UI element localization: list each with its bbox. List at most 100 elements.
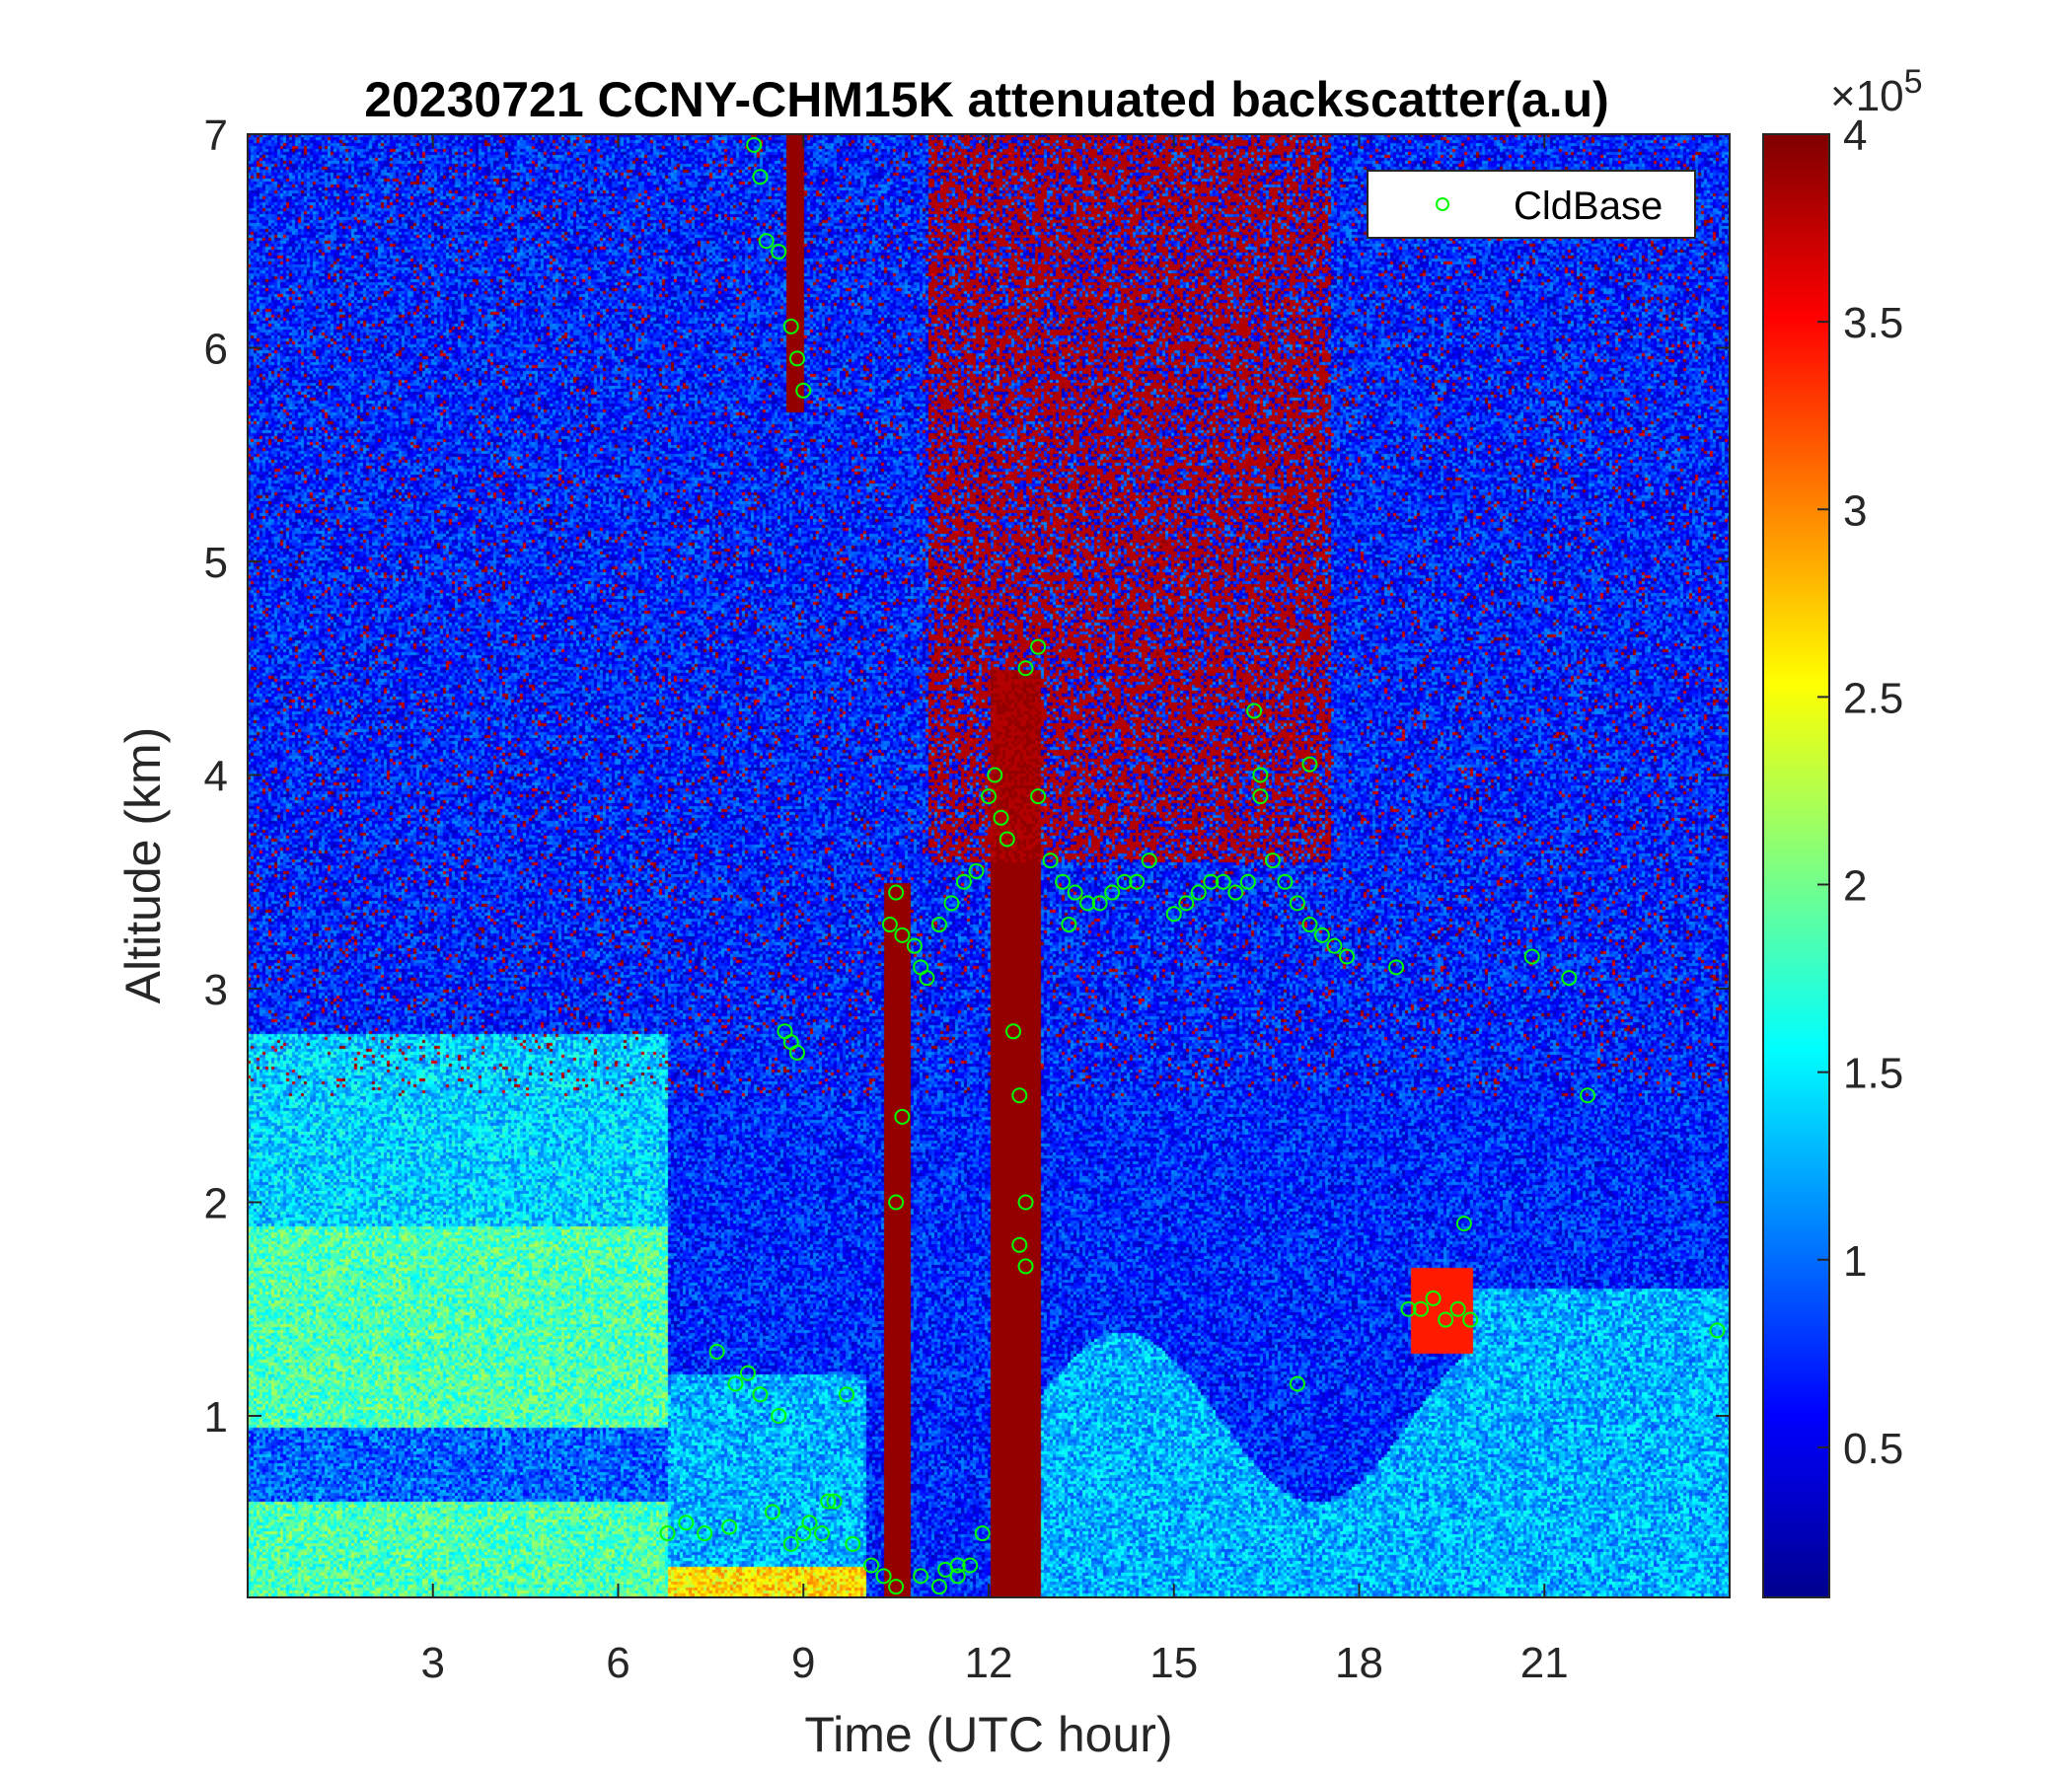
x-tick-label: 21 bbox=[1520, 1639, 1569, 1687]
x-tick-label: 15 bbox=[1149, 1639, 1198, 1687]
cldbase-point bbox=[1129, 873, 1146, 890]
cldbase-point bbox=[782, 318, 799, 334]
legend: CldBase bbox=[1367, 170, 1696, 239]
colorbar: 0.5 1 1.5 2 2.5 3 3.5 4 ×105 bbox=[1762, 63, 1923, 1598]
cldbase-point bbox=[771, 1407, 787, 1424]
cldbase-point bbox=[1277, 873, 1294, 890]
cldbase-point bbox=[758, 233, 775, 250]
cldbase-point bbox=[820, 1493, 837, 1510]
cldbase-point bbox=[746, 136, 763, 153]
cldbase-point bbox=[1079, 895, 1096, 912]
x-tick-label: 9 bbox=[791, 1639, 815, 1687]
cldbase-point bbox=[788, 1044, 805, 1061]
cldbase-point bbox=[782, 1535, 799, 1552]
x-tick-label: 3 bbox=[421, 1639, 445, 1687]
colorbar-tick-label: 1 bbox=[1843, 1237, 1867, 1286]
cldbase-point bbox=[930, 917, 947, 933]
cldbase-point bbox=[708, 1344, 725, 1361]
y-axis: 1 2 3 4 5 6 7 bbox=[204, 111, 1730, 1442]
backscatter-heatmap bbox=[248, 134, 1730, 1597]
cldbase-point bbox=[1017, 1194, 1034, 1211]
cldbase-point bbox=[1104, 884, 1121, 901]
cldbase-point bbox=[888, 1579, 905, 1595]
colorbar-tick-label: 0.5 bbox=[1843, 1425, 1903, 1473]
cldbase-point bbox=[739, 1365, 756, 1381]
cldbase-point bbox=[1116, 873, 1133, 890]
cldbase-point bbox=[1061, 917, 1077, 933]
cldbase-point bbox=[814, 1525, 831, 1542]
y-tick-label: 4 bbox=[204, 752, 228, 800]
cldbase-point bbox=[678, 1515, 695, 1531]
cldbase-point bbox=[894, 926, 911, 943]
cldbase-point bbox=[752, 1386, 769, 1403]
cldbase-point bbox=[1067, 884, 1083, 901]
legend-box bbox=[1367, 170, 1696, 239]
colorbar-tick-label: 3 bbox=[1843, 486, 1867, 535]
cldbase-point bbox=[881, 917, 898, 933]
cldbase-point bbox=[949, 1568, 966, 1585]
cldbase-point bbox=[788, 350, 805, 367]
legend-marker-cldbase bbox=[1436, 197, 1449, 211]
cldbase-point bbox=[1141, 852, 1157, 869]
cldbase-point bbox=[1561, 970, 1578, 987]
cldbase-point bbox=[1289, 1375, 1305, 1392]
y-tick-label: 3 bbox=[204, 966, 228, 1014]
cldbase-point bbox=[1449, 1300, 1466, 1317]
cldbase-point bbox=[962, 1557, 979, 1574]
cldbase-series bbox=[659, 136, 1726, 1595]
cldbase-point bbox=[1055, 873, 1072, 890]
cldbase-point bbox=[1246, 703, 1263, 719]
colorbar-tick-label: 2 bbox=[1843, 862, 1867, 911]
cldbase-point bbox=[845, 1535, 861, 1552]
x-tick-label: 12 bbox=[965, 1639, 1013, 1687]
cldbase-point bbox=[888, 884, 905, 901]
cldbase-point bbox=[1301, 917, 1318, 933]
colorbar-tick-label: 2.5 bbox=[1843, 674, 1903, 722]
cldbase-point bbox=[1338, 948, 1355, 965]
cldbase-point bbox=[1313, 926, 1330, 943]
cldbase-point bbox=[1425, 1290, 1442, 1306]
cldbase-point bbox=[993, 809, 1009, 826]
cldbase-point bbox=[894, 1108, 911, 1125]
chart-title: 20230721 CCNY-CHM15K attenuated backscat… bbox=[364, 72, 1609, 127]
colorbar-exponent-power: 5 bbox=[1904, 63, 1923, 101]
cldbase-point bbox=[839, 1386, 855, 1403]
cldbase-point bbox=[1165, 906, 1182, 923]
y-tick-label: 1 bbox=[204, 1393, 228, 1442]
colorbar-ticks: 0.5 1 1.5 2 2.5 3 3.5 4 bbox=[1817, 111, 1903, 1473]
colorbar-tick-label: 4 bbox=[1843, 111, 1867, 160]
cldbase-point bbox=[955, 873, 972, 890]
cldbase-point bbox=[968, 862, 985, 879]
cldbase-point bbox=[801, 1515, 818, 1531]
colorbar-tick-label: 3.5 bbox=[1843, 299, 1903, 347]
cldbase-point bbox=[1326, 937, 1343, 954]
cldbase-point bbox=[913, 1568, 929, 1585]
cldbase-point bbox=[1042, 852, 1059, 869]
cldbase-point bbox=[1462, 1311, 1479, 1328]
cldbase-point bbox=[697, 1525, 713, 1542]
cldbase-point bbox=[1289, 895, 1305, 912]
colorbar-gradient bbox=[1762, 133, 1830, 1598]
cldbase-point bbox=[1178, 895, 1195, 912]
colorbar-tick-label: 1.5 bbox=[1843, 1050, 1903, 1098]
cldbase-point bbox=[1264, 852, 1281, 869]
cldbase-point bbox=[974, 1525, 991, 1542]
colorbar-exponent: ×105 bbox=[1830, 63, 1923, 120]
cldbase-point bbox=[1239, 873, 1256, 890]
cldbase-point bbox=[795, 382, 812, 399]
cldbase-point bbox=[1203, 873, 1220, 890]
cldbase-point bbox=[1400, 1300, 1417, 1317]
cldbase-point bbox=[752, 169, 769, 185]
cldbase-point bbox=[771, 244, 787, 260]
cldbase-point bbox=[949, 1557, 966, 1574]
cldbase-point bbox=[1301, 756, 1318, 773]
cldbase-point bbox=[1017, 1258, 1034, 1275]
cldbase-point bbox=[1455, 1216, 1472, 1232]
cldbase-point bbox=[981, 788, 997, 805]
cldbase-point bbox=[659, 1525, 676, 1542]
cldbase-point bbox=[906, 937, 923, 954]
cldbase-point bbox=[919, 970, 935, 987]
y-tick-label: 2 bbox=[204, 1179, 228, 1227]
cldbase-point bbox=[1091, 895, 1108, 912]
